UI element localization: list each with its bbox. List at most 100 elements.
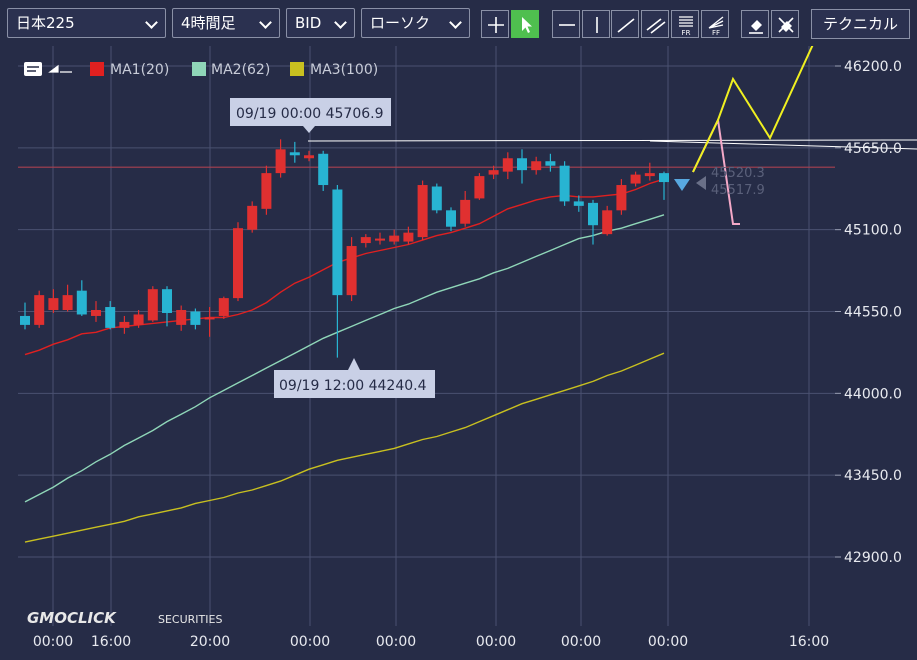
svg-text:FF: FF — [712, 29, 720, 37]
chat-icon[interactable] — [24, 62, 42, 76]
crosshair-tool-button[interactable] — [481, 10, 509, 38]
timeframe-select-label: 4時間足 — [181, 14, 236, 32]
pointer-tool-button[interactable] — [511, 10, 539, 38]
candle-body — [105, 307, 116, 328]
drawn-line — [649, 140, 917, 150]
candle-body — [332, 189, 343, 296]
fibonacci-fan-tool-button[interactable]: FF — [701, 10, 729, 38]
pointer-icon — [522, 17, 532, 33]
vertical-line-tool-button[interactable] — [582, 10, 610, 38]
candle-body — [588, 202, 598, 226]
legend-ma2[interactable]: MA2(62) — [211, 62, 270, 78]
candle-body — [247, 205, 258, 230]
technical-button[interactable]: テクニカル — [811, 9, 910, 39]
low-annotation-box — [274, 370, 435, 398]
y-tick-label: 45650.0 — [844, 141, 902, 157]
candle-body — [460, 199, 471, 224]
x-tick-label: 16:00 — [789, 634, 829, 650]
candle-body — [417, 185, 428, 238]
candle-body — [218, 298, 229, 316]
candle-body — [659, 173, 669, 183]
ma-line-2 — [24, 214, 665, 503]
candle-body — [559, 165, 570, 202]
fibonacci-fan-icon: FF — [708, 16, 724, 37]
candle-body — [34, 295, 45, 325]
svg-text:FR: FR — [682, 29, 691, 37]
chevron-down-icon — [145, 16, 158, 29]
low-annotation-label: 09/19 12:00 44240.4 — [279, 378, 427, 394]
candle-body — [233, 228, 243, 299]
fibonacci-retracement-tool-button[interactable]: FR — [671, 10, 699, 38]
candle-body — [502, 158, 513, 172]
clear-drawings-tool-button[interactable] — [771, 10, 799, 38]
price-indicator-icon — [696, 176, 706, 190]
candle-body — [133, 314, 144, 325]
fibonacci-retracement-icon: FR — [679, 16, 693, 37]
clear-drawings-icon — [778, 17, 794, 33]
chart-style-select[interactable]: ローソク — [361, 8, 470, 38]
candle-body — [346, 246, 357, 296]
moving-average-lines — [24, 178, 665, 543]
x-tick-label: 16:00 — [91, 634, 131, 650]
channel-line-icon — [646, 18, 666, 34]
symbol-select-label: 日本225 — [16, 14, 75, 32]
trend-line-tool-button[interactable] — [611, 10, 639, 38]
brand-suffix: SECURITIES — [158, 613, 222, 626]
chart-legend: MA1(20) MA2(62) MA3(100) — [24, 62, 378, 78]
candle-body — [62, 295, 73, 311]
legend-ma3[interactable]: MA3(100) — [310, 62, 378, 78]
candle-body — [531, 161, 542, 171]
chat-icon-lines — [27, 66, 39, 72]
trend-line-icon — [617, 18, 635, 33]
eraser-tool-button[interactable] — [741, 10, 769, 38]
y-tick-label: 46200.0 — [844, 59, 902, 75]
current-price-marker-icon — [674, 179, 690, 191]
candle-body — [76, 290, 87, 315]
candle-body — [190, 311, 201, 325]
x-tick-label: 00:00 — [648, 634, 688, 650]
candle-body — [602, 210, 613, 235]
vertical-line-icon — [596, 17, 598, 33]
candle-body — [119, 321, 130, 328]
candle-body — [389, 235, 400, 242]
crosshair-icon — [488, 17, 504, 33]
horizontal-line-icon — [559, 24, 575, 26]
candle-body — [261, 173, 272, 209]
channel-line-tool-button[interactable] — [641, 10, 669, 38]
x-axis: 00:00 16:00 20:00 00:00 00:00 00:00 00:00 00:00… — [33, 634, 829, 650]
y-axis: 42900.0 43450.0 44000.0 44550.0 45100.0 45650… — [835, 59, 902, 566]
legend-swatch-ma3 — [290, 62, 304, 76]
candlesticks — [20, 139, 669, 358]
candle-body — [431, 186, 442, 211]
candle-body — [644, 173, 655, 177]
price-side-select-label: BID — [295, 14, 322, 32]
candle-body — [403, 232, 414, 242]
candle-body — [275, 149, 286, 174]
symbol-select[interactable]: 日本225 — [7, 8, 166, 38]
candle-body — [176, 310, 187, 325]
high-annotation-box — [230, 98, 391, 126]
y-tick-label: 44550.0 — [844, 305, 902, 321]
ma-line-3 — [24, 352, 665, 543]
candle-body — [630, 174, 641, 184]
ask-price-label: 45520.3 — [711, 166, 765, 181]
x-tick-label: 20:00 — [190, 634, 230, 650]
y-tick-label: 44000.0 — [844, 386, 902, 402]
legend-swatch-ma1 — [90, 62, 104, 76]
candle-body — [48, 298, 59, 311]
timeframe-select[interactable]: 4時間足 — [172, 8, 280, 38]
bid-price-label: 45517.9 — [711, 183, 765, 198]
price-chart[interactable]: 42900.0 43450.0 44000.0 44550.0 45100.0 45650… — [0, 46, 917, 660]
toolbar: 日本225 4時間足 BID ローソク FR FF テクニカル — [0, 0, 917, 46]
legend-ma1[interactable]: MA1(20) — [110, 62, 169, 78]
candle-body — [147, 289, 158, 321]
x-tick-label: 00:00 — [561, 634, 601, 650]
horizontal-line-tool-button[interactable] — [552, 10, 580, 38]
high-annotation-pointer — [303, 126, 315, 133]
collapse-legend-icon[interactable] — [48, 64, 72, 73]
candle-body — [162, 289, 172, 313]
price-side-select[interactable]: BID — [286, 8, 355, 38]
candle-body — [20, 315, 30, 325]
drawn-line — [307, 139, 917, 142]
legend-swatch-ma2 — [192, 62, 206, 76]
